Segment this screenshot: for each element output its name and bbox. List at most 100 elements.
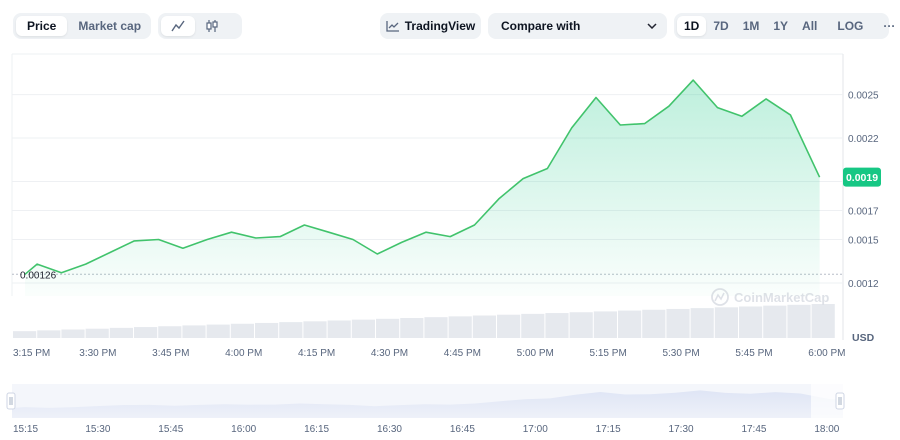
volume-bar [351,319,375,338]
x-tick-label: 4:15 PM [298,348,335,359]
volume-bar [230,323,254,338]
x-tick-label: 3:45 PM [152,348,189,359]
navigator-tick-label: 17:30 [669,424,694,435]
y-axis-ticks: 0.0012 0.0015 0.0017 0.0019 0.0022 0.0025 [848,91,879,290]
range-1m-button[interactable]: 1M [742,19,760,33]
line-chart-icon [171,20,185,32]
tradingview-label: TradingView [404,19,476,33]
currency-label: USD [852,332,875,344]
x-tick-label: 5:00 PM [517,348,554,359]
coinmarketcap-watermark: CoinMarketCap [711,288,829,306]
x-tick-label: 5:15 PM [590,348,627,359]
navigator-tick-label: 17:00 [523,424,548,435]
volume-bar [61,329,85,338]
coinmarketcap-logo-icon [711,288,729,306]
market-cap-tab[interactable]: Market cap [78,19,142,33]
x-axis-ticks: 3:15 PM 3:30 PM 3:45 PM 4:00 PM 4:15 PM 4:30 … [13,348,845,359]
x-tick-label: 5:30 PM [662,348,699,359]
navigator-area [12,390,843,418]
chevron-down-icon [647,23,657,29]
volume-bar [787,304,811,338]
navigator-tick-label: 16:00 [231,424,256,435]
volume-bar [569,312,593,338]
navigator-right-handle-box[interactable] [835,392,845,410]
volume-bar [303,321,327,338]
navigator-tick-label: 16:30 [377,424,402,435]
range-all-button[interactable]: All [802,19,818,33]
open-price-label: 0.00126 [20,270,57,281]
y-tick-label: 0.0012 [848,279,879,290]
volume-bar [158,326,182,338]
y-tick-label: 0.0022 [848,134,879,145]
price-tab[interactable]: Price [16,16,68,36]
volume-bar [472,315,496,338]
x-tick-label: 4:00 PM [225,348,262,359]
volume-bar [134,327,158,338]
x-tick-label: 6:00 PM [808,348,845,359]
volume-bar [376,318,400,338]
volume-bar [739,306,763,338]
volume-bar [109,327,133,338]
navigator-tick-label: 16:45 [450,424,475,435]
x-tick-label: 5:45 PM [735,348,772,359]
line-chart-button[interactable] [161,16,195,36]
y-tick-label: 0.0017 [848,207,879,218]
watermark-text: CoinMarketCap [734,290,829,305]
range-1d-button[interactable]: 1D [677,16,707,36]
time-range-selector: 1D 7D 1M 1Y All LOG ··· [674,13,895,39]
volume-bar [255,322,279,338]
volume-bars [13,304,835,338]
chart-style-toggle [158,13,242,39]
navigator-right-handle[interactable] [835,392,845,410]
price-line [24,79,821,275]
volume-bar [85,328,109,338]
y-tick-label: 0.0015 [848,235,879,246]
volume-bar [206,324,230,338]
volume-bar [593,311,617,338]
volume-bar [666,308,690,338]
volume-bar [182,325,206,338]
current-price-badge-bg [843,167,881,187]
volume-bar [497,314,521,338]
price-area-fill [25,80,820,296]
tradingview-button[interactable]: TradingView [380,13,481,39]
volume-bar [424,317,448,338]
coinmarketcap-logo-mark [714,292,725,302]
more-options-button[interactable]: ··· [883,19,896,33]
volume-bar [448,316,472,338]
x-tick-label: 4:30 PM [371,348,408,359]
compare-with-dropdown[interactable]: Compare with [488,13,667,39]
x-tick-label: 4:45 PM [444,348,481,359]
volume-bar [545,313,569,338]
navigator-left-handle-box[interactable] [6,392,16,410]
volume-bar [618,310,642,338]
volume-bar [13,331,37,338]
navigator-tick-label: 16:15 [304,424,329,435]
candlestick-button[interactable] [195,16,229,36]
volume-bar [763,305,787,338]
x-tick-label: 3:30 PM [79,348,116,359]
volume-bar [279,322,303,338]
current-price-value: 0.0019 [846,172,878,184]
navigator-tick-label: 15:30 [85,424,110,435]
x-tick-label: 3:15 PM [13,348,50,359]
volume-bar [690,308,714,338]
volume-bar [37,330,61,338]
volume-bar [521,313,545,338]
navigator-tick-label: 17:45 [741,424,766,435]
range-7d-button[interactable]: 7D [713,19,729,33]
navigator-left-handle[interactable] [6,392,16,410]
volume-bar [811,304,835,338]
chart-type-toggle: Price Market cap [13,13,151,39]
tradingview-icon [386,21,399,32]
range-1y-button[interactable]: 1Y [773,19,789,33]
y-tick-label: 0.0025 [848,91,879,102]
navigator-tick-label: 18:00 [814,424,839,435]
log-scale-button[interactable]: LOG [837,19,864,33]
volume-bar [327,320,351,338]
volume-bar [642,309,666,338]
navigator-tick-label: 15:45 [158,424,183,435]
volume-bar [400,318,424,338]
compare-with-label: Compare with [501,19,581,33]
